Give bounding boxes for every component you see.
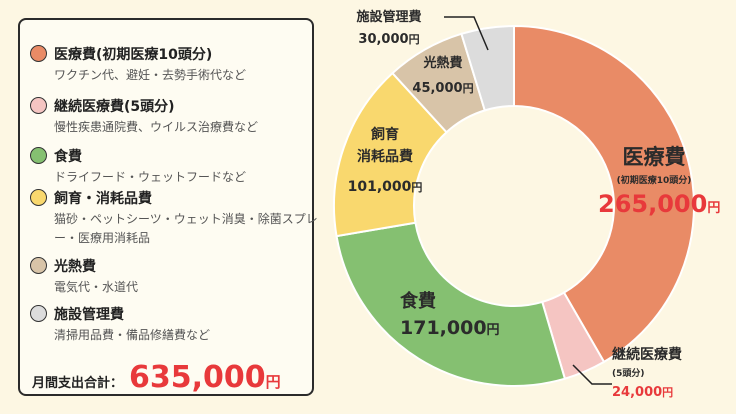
legend-name-utilities: 光熱費 [54,259,96,275]
slice-label-utilities: 光熱費 45,000円 [408,52,478,96]
legend-desc-supplies: 猫砂・ペットシーツ・ウェット消臭・除菌スプレー・医療用消耗品 [54,212,318,245]
slice-name-ongoing-medical: 継続医療費 [612,347,682,363]
leader-line-ongoing-medical [572,364,612,385]
slice-note-medical: (初期医療10頭分) [616,176,692,186]
slice-value-food: 171,000円 [400,317,500,339]
total-value: 635,000 [129,360,266,395]
slice-name-utilities: 光熱費 [423,56,463,71]
slice-value-utilities: 45,000円 [412,81,474,96]
slice-name-facility: 施設管理費 [356,10,422,25]
legend-desc-ongoing-medical: 慢性疾患通院費、ウイルス治療費など [54,120,259,134]
legend-swatch-food [30,147,47,164]
legend-desc-utilities: 電気代・水道代 [54,280,139,294]
slice-value-ongoing-medical: 24,000円 [612,385,674,400]
legend-desc-medical: ワクチン代、避妊・去勢手術代など [54,68,247,82]
slice-facility [460,24,515,112]
slice-name-supplies-line1: 飼育 [371,127,399,143]
legend-name-medical: 医療費(初期医療10頭分) [54,47,213,63]
slice-label-ongoing-medical: 継続医療費 (5頭分) 24,000円 [612,344,682,400]
legend-desc-food: ドライフード・ウェットフードなど [54,170,247,184]
slice-note-ongoing-medical: (5頭分) [612,369,645,379]
legend-name-supplies: 飼育・消耗品費 [54,191,152,207]
slice-name-food: 食費 [400,291,436,312]
slice-label-food: 食費 171,000円 [400,287,500,339]
slice-medical [513,24,695,364]
legend-swatch-facility [30,305,47,322]
slice-value-medical: 265,000円 [598,190,721,218]
slice-value-facility: 30,000円 [358,32,420,47]
legend-name-facility: 施設管理費 [54,307,124,323]
slice-label-medical: 医療費 (初期医療10頭分) 265,000円 [598,141,721,218]
slice-name-supplies-line2: 消耗品費 [357,149,413,165]
legend-swatch-ongoing-medical [30,97,47,114]
legend-desc-facility: 清掃用品費・備品修繕費など [54,328,211,342]
legend-swatch-supplies [30,189,47,206]
slice-value-supplies: 101,000円 [347,179,423,195]
slice-food [335,221,567,387]
slice-supplies [333,71,448,238]
slice-label-supplies: 飼育 消耗品費 101,000円 [340,124,430,195]
monthly-total: 月間支出合計： 635,000 円 [32,360,281,395]
legend-swatch-medical [30,45,47,62]
legend-name-ongoing-medical: 継続医療費(5頭分) [54,99,175,115]
leader-line-facility [444,16,489,51]
legend: 医療費(初期医療10頭分) ワクチン代、避妊・去勢手術代など 継続医療費(5頭分… [18,18,318,396]
legend-name-food: 食費 [54,149,82,165]
total-unit: 円 [265,373,281,391]
legend-swatch-utilities [30,257,47,274]
slice-label-facility: 施設管理費 30,000円 [334,6,444,47]
slice-name-medical: 医療費 [622,145,686,169]
total-label: 月間支出合計： [32,376,124,391]
